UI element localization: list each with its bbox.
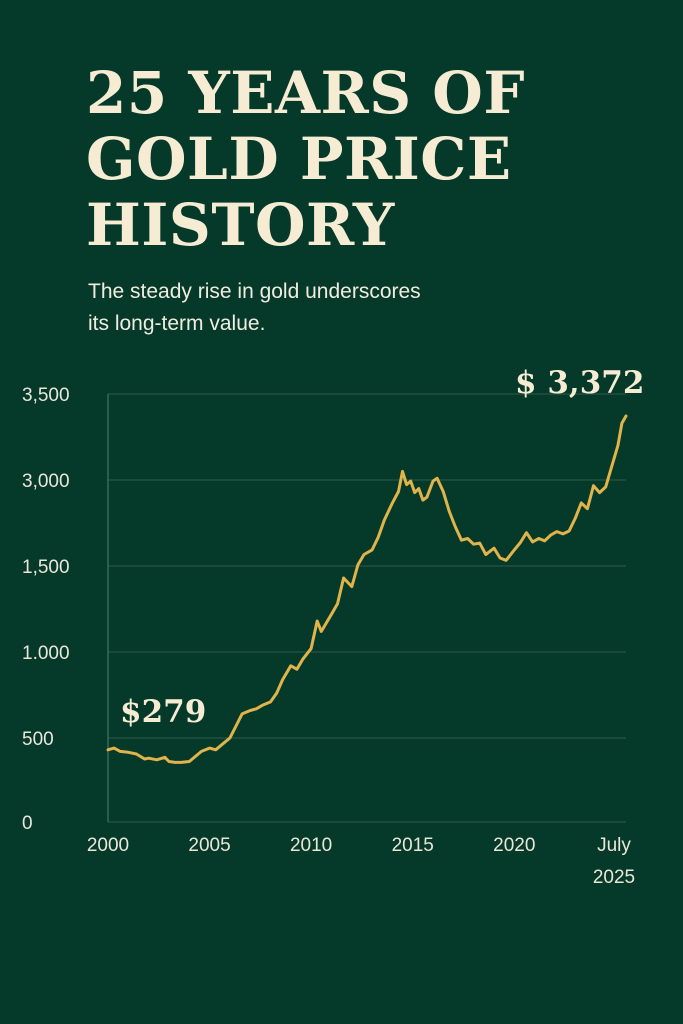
x-tick-label: 2020 <box>493 835 535 856</box>
start-price-callout: $279 <box>120 694 206 730</box>
y-tick-label: 3,500 <box>22 385 70 406</box>
x-tick-label: 2015 <box>392 835 434 856</box>
page-subtitle: The steady rise in gold underscores its … <box>88 276 588 340</box>
subtitle-line: its long-term value. <box>88 312 266 335</box>
x-tick-label: 2010 <box>290 835 332 856</box>
x-tick-label: 2025 <box>593 867 635 888</box>
end-price-callout: $ 3,372 <box>515 365 644 401</box>
y-tick-label: 1,500 <box>22 557 70 578</box>
y-tick-label: 1.000 <box>22 643 70 664</box>
page-title: 25 YEARS OF GOLD PRICE HISTORY <box>86 60 646 258</box>
x-tick-label: 2005 <box>188 835 230 856</box>
y-tick-label: 500 <box>22 729 54 750</box>
y-tick-label: 0 <box>22 813 33 834</box>
title-line: GOLD PRICE <box>86 125 512 193</box>
x-tick-label: July <box>597 835 631 856</box>
subtitle-line: The steady rise in gold underscores <box>88 280 421 303</box>
gold-price-series-line <box>106 414 628 764</box>
title-line: HISTORY <box>86 191 395 259</box>
x-tick-label: 2000 <box>87 835 129 856</box>
y-tick-label: 3,000 <box>22 471 70 492</box>
title-line: 25 YEARS OF <box>86 59 525 127</box>
